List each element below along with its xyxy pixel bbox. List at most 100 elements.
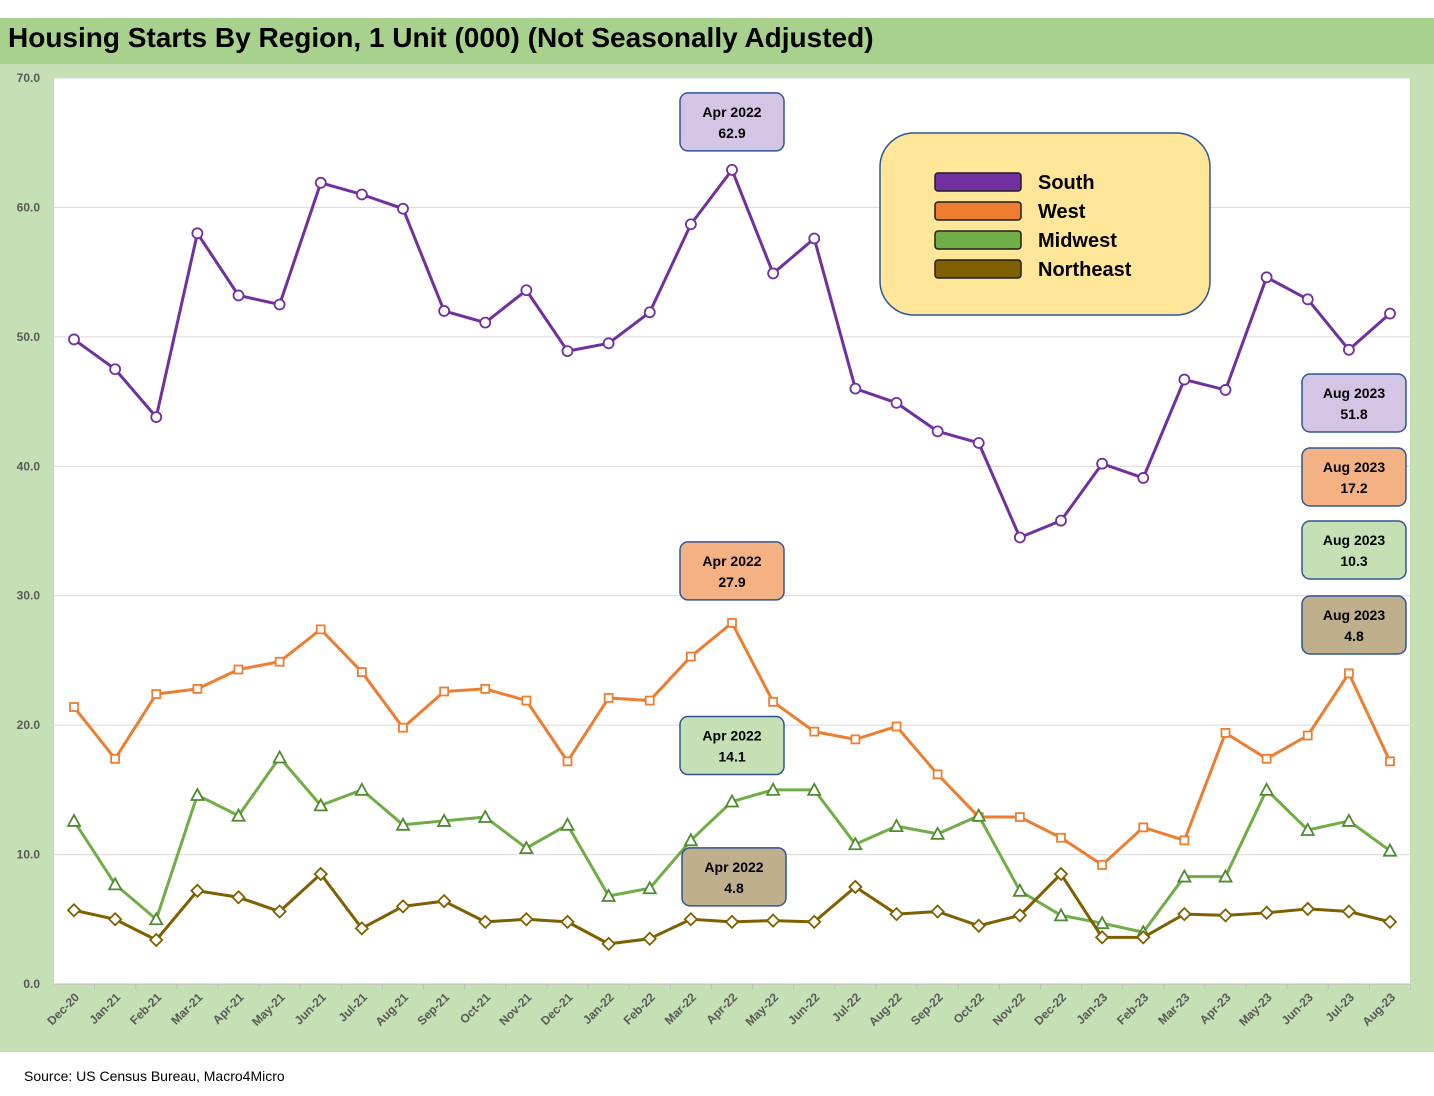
data-point-west [110,753,121,764]
y-tick-label: 10.0 [17,848,41,862]
data-point-west [891,721,902,732]
data-point-northeast [272,904,287,919]
data-point-west [644,695,655,706]
data-point-northeast [66,902,82,918]
callout-date: Aug 2023 [1323,385,1385,401]
callout-value: 10.3 [1340,553,1367,569]
data-point-midwest [354,781,370,796]
data-point-south [520,284,533,297]
y-tick-label: 70.0 [17,71,41,85]
data-point-south [808,232,821,245]
data-point-midwest [1300,822,1316,836]
data-point-west [562,756,573,767]
data-point-midwest [107,876,123,891]
data-point-midwest [395,816,411,831]
series-south [68,163,1396,544]
data-point-northeast [1135,930,1151,945]
legend-swatch-northeast [934,259,1022,279]
callout-date: Aug 2023 [1323,607,1385,623]
callout-midwest: Apr 2022 14.1 [679,715,785,776]
series-northeast [66,866,1398,952]
data-point-west [192,684,203,694]
data-point-south [561,345,574,357]
data-point-west [1261,753,1272,764]
data-point-northeast [724,914,740,930]
data-point-midwest [1012,882,1028,897]
data-point-northeast [190,883,205,899]
series-midwest [66,749,1398,939]
callout-value: 17.2 [1340,480,1367,496]
callout-value: 14.1 [718,749,745,765]
series-west [69,617,1395,870]
data-point-northeast [1382,914,1398,930]
callout-date: Apr 2022 [702,553,761,569]
data-point-west [480,684,491,694]
data-point-midwest [847,836,863,851]
data-point-south [191,227,204,240]
data-point-midwest [148,911,164,926]
data-point-south [232,289,245,302]
callout-box [1301,520,1407,580]
data-point-midwest [518,840,534,854]
data-point-west [439,686,450,697]
data-point-northeast [148,932,164,948]
data-point-midwest [1217,868,1234,883]
data-point-south [1301,293,1314,306]
callout-value: 4.8 [724,880,744,896]
data-point-northeast [107,912,123,927]
callout-value: 51.8 [1340,406,1367,422]
data-point-south [1096,457,1109,470]
data-point-midwest [436,813,452,827]
data-point-south [1260,271,1273,284]
data-point-northeast [971,918,987,934]
data-point-northeast [1012,908,1028,923]
data-point-midwest [189,787,205,801]
data-point-northeast [1177,906,1192,922]
data-point-south [726,163,738,176]
data-point-midwest [1176,868,1192,883]
data-point-south [479,316,492,329]
data-point-south [273,298,286,311]
data-point-northeast [1094,930,1110,945]
data-point-midwest [971,807,987,822]
data-point-west [233,664,244,675]
data-point-midwest [477,809,493,823]
data-point-west [274,656,285,667]
data-point-northeast [477,914,493,930]
data-point-northeast [313,866,329,882]
data-point-west [69,702,79,712]
data-point-south [1178,373,1191,386]
callout-box [679,92,785,152]
legend-box [879,132,1211,316]
source-note: Source: US Census Bureau, Macro4Micro [24,1068,285,1084]
data-point-south [890,396,903,409]
data-point-midwest [806,781,822,796]
data-point-south [397,202,409,215]
callout-value: 62.9 [718,125,745,141]
data-point-west [1343,668,1354,679]
title-bar [0,18,1434,64]
data-point-south [314,176,327,189]
data-point-midwest [930,825,946,840]
data-point-midwest [66,813,82,827]
data-point-northeast [642,931,658,946]
data-point-northeast [765,913,781,928]
legend-label-west: West [1038,201,1086,223]
callout-box [1301,595,1407,655]
data-point-northeast [354,921,370,936]
data-point-northeast [1259,905,1274,921]
data-point-west [1138,822,1149,833]
data-point-west [1302,730,1313,741]
data-point-midwest [1259,781,1275,796]
data-point-west [727,617,737,628]
y-tick-label: 40.0 [17,459,41,473]
data-point-west [398,722,408,733]
data-point-midwest [601,888,617,902]
data-point-northeast [889,906,904,922]
data-point-midwest [765,781,781,796]
callout-west: Apr 2022 27.9 [679,541,785,601]
data-point-midwest [272,749,288,764]
data-point-south [1384,307,1396,320]
data-point-south [1342,343,1355,356]
